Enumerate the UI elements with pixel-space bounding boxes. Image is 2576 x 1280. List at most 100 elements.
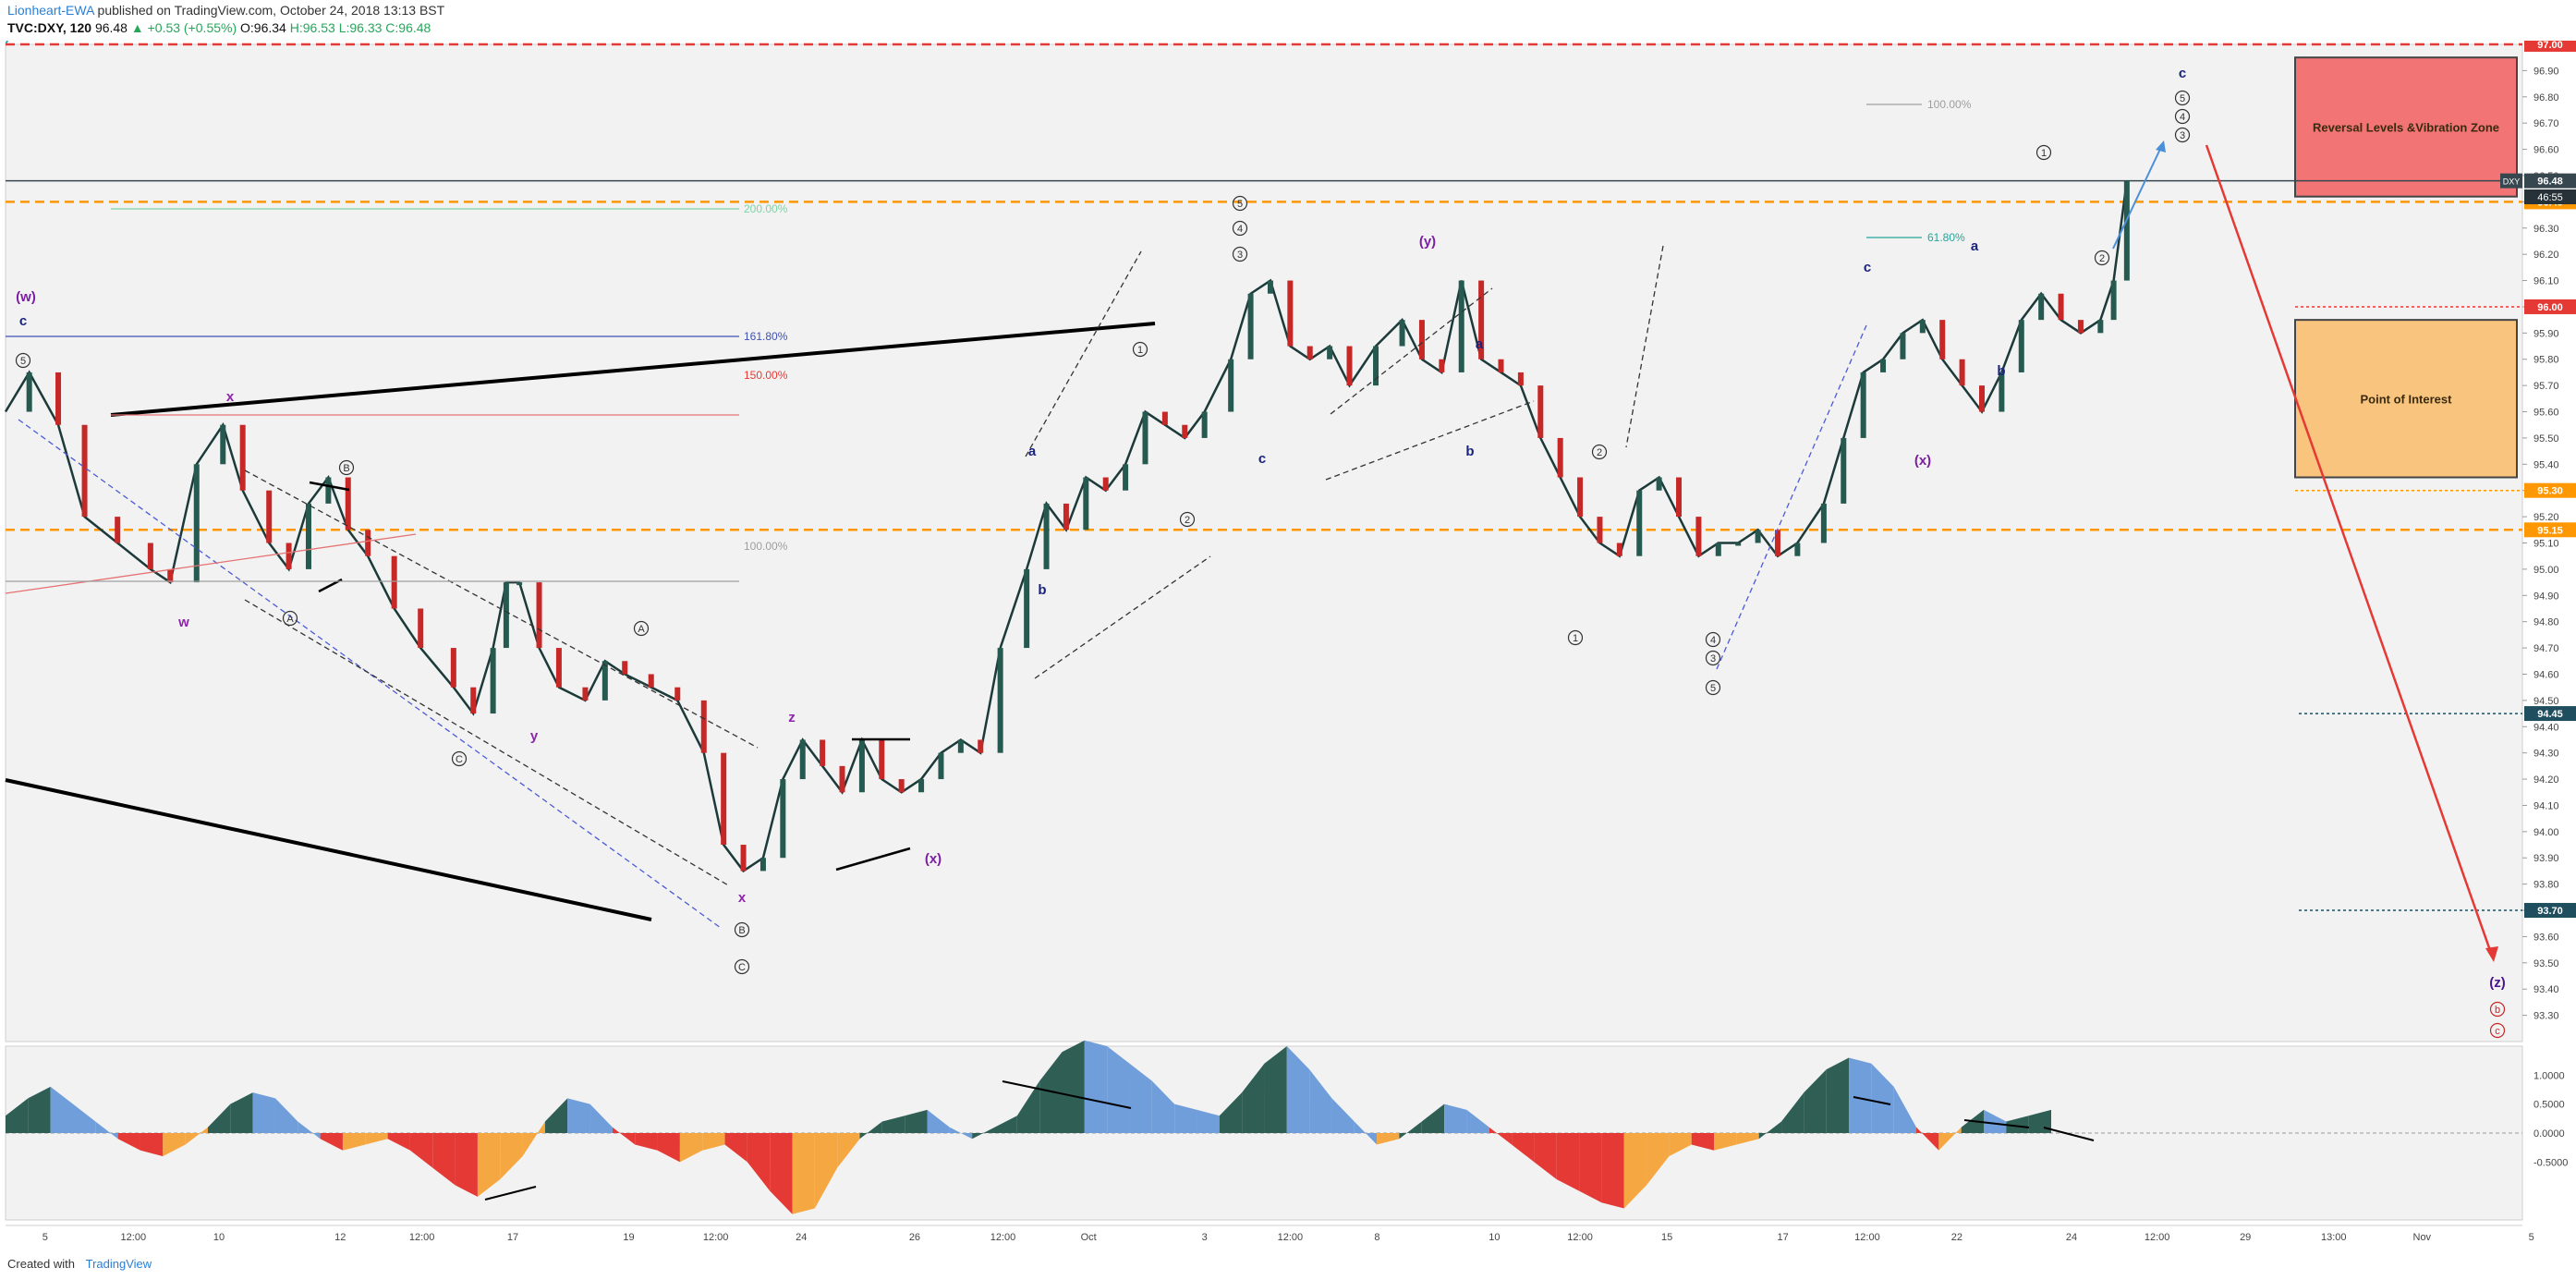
time-axis-label: 26 bbox=[909, 1232, 920, 1243]
chart-header: Lionheart-EWA published on TradingView.c… bbox=[0, 0, 2576, 41]
wave-label: x bbox=[226, 389, 235, 405]
oscillator-axis-label: 0.0000 bbox=[2533, 1128, 2565, 1140]
wave-label-circle bbox=[2174, 127, 2191, 143]
author-link[interactable]: Lionheart-EWA bbox=[7, 3, 94, 18]
oscillator-bar bbox=[320, 1133, 343, 1151]
oscillator-bar bbox=[117, 1133, 140, 1151]
price-axis-tick-label: 96.80 bbox=[2533, 92, 2559, 104]
candle bbox=[1557, 437, 1563, 478]
time-axis-label: 17 bbox=[507, 1232, 518, 1243]
candle bbox=[1820, 503, 1827, 543]
symbol-label: TVC:DXY, 120 bbox=[7, 20, 92, 35]
wave-label: (w) bbox=[16, 289, 36, 305]
wave-label: a bbox=[1028, 444, 1037, 459]
wave-label: c bbox=[2179, 66, 2186, 81]
oscillator-bar bbox=[207, 1103, 231, 1133]
wave-label: 2 bbox=[1185, 515, 1190, 526]
candle bbox=[740, 845, 747, 872]
high-value: H:96.53 bbox=[289, 20, 335, 35]
tradingview-logo-link[interactable]: TradingView bbox=[85, 1257, 152, 1271]
oscillator-bar bbox=[972, 1127, 995, 1140]
trend-line bbox=[1716, 324, 1867, 670]
price-axis-tick-label: 94.30 bbox=[2533, 749, 2559, 760]
oscillator-bar bbox=[1781, 1092, 1804, 1133]
oscillator-bar bbox=[298, 1121, 321, 1140]
wave-label-circle bbox=[451, 750, 468, 767]
candle bbox=[601, 661, 608, 701]
trend-line bbox=[5, 778, 652, 921]
candle bbox=[193, 464, 200, 583]
wave-label: 5 bbox=[2180, 93, 2185, 104]
oscillator-bar bbox=[1151, 1080, 1175, 1133]
trend-line bbox=[244, 469, 759, 749]
price-axis-tick-label: 94.00 bbox=[2533, 827, 2559, 838]
oscillator-bar bbox=[1984, 1109, 2007, 1133]
wave-label-circle bbox=[338, 459, 355, 476]
oscillator-axis-label: 0.5000 bbox=[2533, 1100, 2565, 1111]
time-axis-label: 5 bbox=[2529, 1232, 2534, 1243]
level-price-label: 93.70 bbox=[2537, 906, 2563, 917]
candle bbox=[1774, 530, 1780, 556]
fib-level-label: 100.00% bbox=[1927, 98, 1972, 111]
wave-label-circle bbox=[734, 921, 750, 938]
wave-label: 5 bbox=[1710, 683, 1716, 694]
time-axis-label: 22 bbox=[1951, 1232, 1962, 1243]
candle bbox=[325, 477, 332, 504]
price-chart[interactable]: 96.9096.8096.7096.6096.5096.4096.3096.20… bbox=[0, 41, 2576, 1253]
candle bbox=[1043, 503, 1050, 569]
candle bbox=[81, 424, 88, 518]
wave-label-circle bbox=[1132, 341, 1148, 358]
price-axis-tick-label: 94.20 bbox=[2533, 774, 2559, 786]
candle bbox=[780, 779, 786, 859]
candle bbox=[1999, 372, 2005, 412]
oscillator-bar bbox=[274, 1098, 298, 1133]
oscillator-bar bbox=[1331, 1098, 1355, 1133]
trend-line bbox=[1025, 250, 1142, 457]
candle bbox=[305, 503, 311, 569]
oscillator-bar bbox=[1871, 1063, 1894, 1133]
oscillator-bar bbox=[814, 1133, 838, 1209]
time-axis-label: 29 bbox=[2240, 1232, 2251, 1243]
oscillator-bar bbox=[1669, 1133, 1692, 1157]
price-axis-tick-label: 95.10 bbox=[2533, 539, 2559, 550]
oscillator-bar bbox=[1084, 1040, 1108, 1133]
wave-label-circle bbox=[2489, 1001, 2506, 1018]
time-axis-label: 13:00 bbox=[2321, 1232, 2347, 1243]
candle bbox=[1228, 359, 1234, 412]
wave-label: a bbox=[1971, 238, 1979, 254]
open-value: O:96.34 bbox=[240, 20, 286, 35]
oscillator-bar bbox=[792, 1133, 815, 1214]
oscillator-bar bbox=[230, 1092, 253, 1133]
candle bbox=[1182, 424, 1188, 438]
oscillator-bar bbox=[500, 1133, 523, 1180]
wave-label: 4 bbox=[1710, 635, 1716, 646]
wave-label-circle bbox=[2174, 108, 2191, 125]
time-axis-label: 15 bbox=[1661, 1232, 1672, 1243]
wave-label: 3 bbox=[1237, 250, 1243, 261]
price-axis-tick-label: 96.70 bbox=[2533, 118, 2559, 129]
candle bbox=[1201, 411, 1208, 438]
level-price-label: 95.15 bbox=[2537, 525, 2563, 536]
candle bbox=[1373, 346, 1379, 386]
wave-label: 4 bbox=[1237, 224, 1243, 235]
time-axis-label: 12:00 bbox=[1567, 1232, 1593, 1243]
price-axis-tick-label: 96.60 bbox=[2533, 145, 2559, 156]
candle bbox=[2038, 293, 2045, 321]
oscillator-bar bbox=[927, 1109, 950, 1133]
candle bbox=[536, 582, 542, 649]
oscillator-bar bbox=[567, 1098, 590, 1133]
oscillator-bar bbox=[1107, 1046, 1130, 1133]
trend-line bbox=[835, 847, 911, 872]
oscillator-bar bbox=[163, 1133, 186, 1157]
oscillator-divergence-line bbox=[484, 1186, 537, 1201]
wave-label: b bbox=[1038, 582, 1046, 598]
candle bbox=[503, 582, 509, 649]
candle bbox=[1919, 320, 1926, 334]
countdown-tag bbox=[2524, 189, 2576, 205]
level-price-tag bbox=[2524, 706, 2576, 722]
wave-label-circle bbox=[1179, 511, 1196, 528]
wave-label-circle bbox=[1705, 650, 1721, 666]
candle bbox=[1142, 411, 1148, 465]
oscillator-bar bbox=[612, 1127, 636, 1145]
level-price-label: 97.00 bbox=[2537, 41, 2563, 51]
